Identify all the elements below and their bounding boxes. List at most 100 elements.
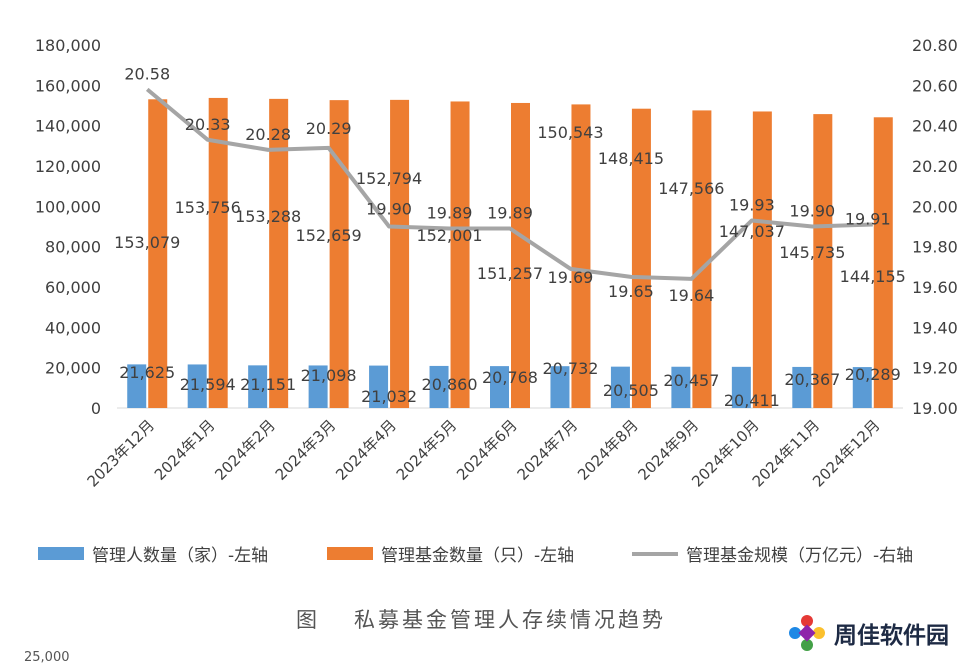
data-label-funds: 145,735 — [779, 243, 845, 262]
data-label-managers: 20,505 — [603, 381, 659, 400]
bar-managers — [187, 364, 207, 408]
data-label-scale: 19.64 — [668, 286, 714, 305]
figure-title: 私募基金管理人存续情况趋势 — [354, 608, 666, 632]
watermark: 周佳软件园 — [786, 612, 949, 654]
data-label-managers: 20,768 — [482, 368, 538, 387]
data-label-funds: 152,001 — [416, 226, 482, 245]
x-axis-tick-label: 2024年7月 — [514, 416, 582, 484]
x-axis-tick-label: 2024年4月 — [332, 416, 400, 484]
data-label-scale: 19.89 — [487, 204, 533, 223]
bar-funds — [269, 98, 289, 408]
bar-managers — [731, 366, 751, 408]
data-label-managers: 21,151 — [240, 375, 296, 394]
bar-managers — [671, 366, 691, 408]
data-label-scale: 20.33 — [185, 115, 231, 134]
data-label-funds: 152,659 — [296, 226, 362, 245]
legend-label-managers: 管理人数量（家）-左轴 — [92, 546, 269, 566]
data-label-scale: 19.93 — [729, 195, 775, 214]
bar-funds — [390, 99, 410, 409]
bar-funds — [148, 99, 168, 408]
bar-funds — [571, 104, 591, 408]
x-axis-tick-label: 2023年12月 — [84, 416, 158, 490]
right-axis-tick-label: 19.80 — [912, 238, 958, 257]
scale-line — [145, 87, 873, 281]
x-axis-tick-label: 2024年6月 — [453, 416, 521, 484]
data-label-scale: 19.91 — [845, 209, 891, 228]
data-label-funds: 147,037 — [719, 222, 785, 241]
right-axis-tick-label: 20.60 — [912, 76, 958, 95]
data-labels: 21,625 153,079 21,594 153,756 21,151 153,288 2… — [114, 64, 906, 410]
data-label-funds: 144,155 — [840, 267, 906, 286]
data-label-managers: 20,860 — [422, 375, 478, 394]
data-label-managers: 21,032 — [361, 387, 417, 406]
legend-label-scale: 管理基金规模（万亿元）-右轴 — [686, 546, 914, 566]
legend-item-funds: 管理基金数量（只）-左轴 — [327, 541, 574, 566]
data-label-managers: 21,594 — [180, 375, 236, 394]
left-axis-tick-label: 160,000 — [35, 76, 101, 95]
right-axis-tick-label: 19.00 — [912, 399, 958, 418]
bar-managers — [550, 366, 570, 408]
left-axis-tick-label: 180,000 — [35, 36, 101, 55]
bar-managers — [429, 365, 449, 408]
data-label-scale: 19.69 — [548, 268, 594, 287]
bar-series — [127, 97, 893, 409]
data-label-scale: 19.89 — [427, 204, 473, 223]
data-label-managers: 21,098 — [301, 366, 357, 385]
x-axis-tick-label: 2024年2月 — [211, 416, 279, 484]
right-axis-tick-label: 20.00 — [912, 197, 958, 216]
data-label-managers: 20,367 — [784, 370, 840, 389]
right-axis-tick-label: 20.20 — [912, 157, 958, 176]
data-label-scale: 20.58 — [124, 64, 170, 83]
right-axis-tick-label: 19.60 — [912, 278, 958, 297]
data-label-scale: 19.90 — [789, 202, 835, 221]
partial-next-chart-tick: 25,000 — [24, 650, 70, 665]
x-axis-labels: 2023年12月2024年1月2024年2月2024年3月2024年4月2024… — [84, 416, 884, 490]
data-label-managers: 20,289 — [845, 365, 901, 384]
pinwheel-logo-icon — [789, 615, 825, 651]
legend-swatch-funds — [327, 547, 373, 560]
x-axis-tick-label: 2024年3月 — [272, 416, 340, 484]
bar-managers — [852, 367, 872, 408]
bar-funds — [873, 117, 893, 408]
bar-managers — [248, 365, 268, 408]
bar-managers — [610, 366, 630, 408]
data-label-scale: 20.29 — [306, 119, 352, 138]
left-axis-tick-label: 100,000 — [35, 197, 101, 216]
data-label-managers: 21,625 — [119, 363, 175, 382]
data-label-scale: 20.28 — [245, 125, 291, 144]
bar-funds — [450, 101, 470, 408]
data-label-managers: 20,732 — [542, 359, 598, 378]
bar-funds — [511, 102, 530, 408]
legend-swatch-scale — [632, 551, 678, 556]
x-axis-tick-label: 2024年8月 — [574, 416, 642, 484]
left-axis-tick-label: 80,000 — [45, 238, 101, 257]
left-axis-tick-label: 20,000 — [45, 359, 101, 378]
data-label-scale: 19.65 — [608, 282, 654, 301]
figure-label: 图 — [296, 608, 320, 632]
x-axis-tick-label: 2024年5月 — [393, 416, 461, 484]
legend-item-managers: 管理人数量（家）-左轴 — [38, 541, 268, 566]
left-axis-tick-label: 40,000 — [45, 318, 101, 337]
bar-managers — [792, 366, 812, 408]
data-label-managers: 20,411 — [724, 391, 780, 410]
data-label-funds: 150,543 — [537, 123, 603, 142]
data-label-funds: 153,288 — [235, 207, 301, 226]
left-axis-tick-label: 140,000 — [35, 117, 101, 136]
left-axis-tick-label: 60,000 — [45, 278, 101, 297]
right-axis-tick-label: 19.20 — [912, 359, 958, 378]
legend-item-scale: 管理基金规模（万亿元）-右轴 — [632, 541, 913, 566]
data-label-funds: 153,756 — [175, 198, 241, 217]
legend-swatch-managers — [38, 547, 84, 560]
right-axis-tick-label: 20.80 — [912, 36, 958, 55]
left-y-axis: 0 20,000 40,000 60,000 80,000 100,000 120,000 1… — [35, 36, 101, 418]
legend-label-funds: 管理基金数量（只）-左轴 — [381, 546, 575, 566]
data-label-scale: 19.90 — [366, 200, 412, 219]
bar-managers — [369, 365, 389, 408]
bar-managers — [490, 366, 509, 408]
watermark-text: 周佳软件园 — [834, 623, 949, 649]
left-axis-tick-label: 0 — [91, 399, 101, 418]
bar-managers — [127, 364, 147, 408]
legend: 管理人数量（家）-左轴 管理基金数量（只）-左轴 管理基金规模（万亿元）-右轴 — [0, 541, 979, 571]
bar-funds — [208, 97, 228, 408]
chart: 0 20,000 40,000 60,000 80,000 100,000 120,000 1… — [35, 36, 958, 491]
